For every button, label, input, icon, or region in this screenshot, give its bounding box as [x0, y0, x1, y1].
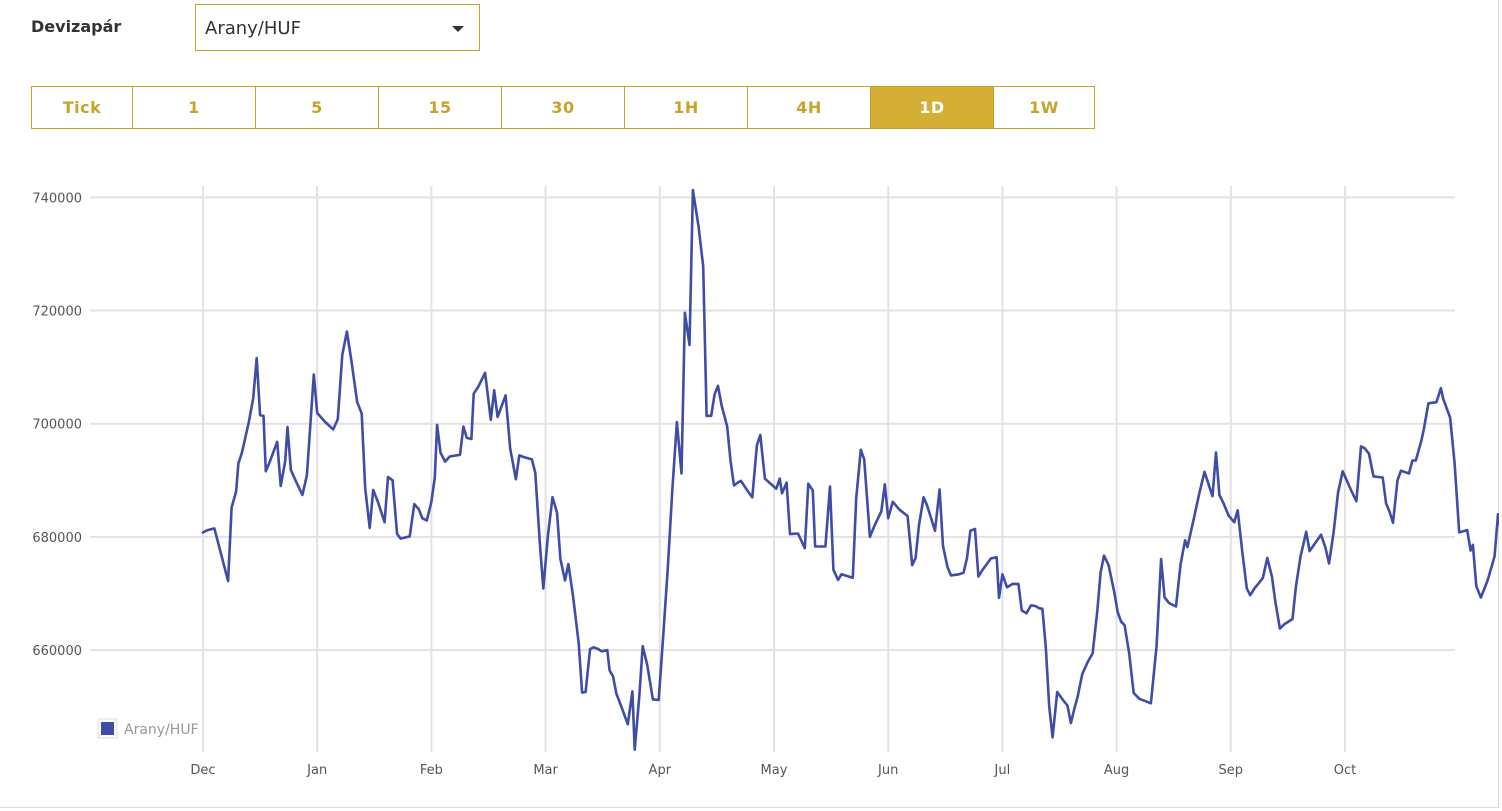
y-tick-label: 700000	[32, 418, 82, 433]
timeframe-tab-1h[interactable]: 1H	[624, 86, 748, 129]
timeframe-tab-5[interactable]: 5	[255, 86, 379, 129]
x-tick-label: Mar	[533, 763, 558, 778]
currency-pair-label: Devizapár	[31, 17, 122, 36]
legend-swatch	[101, 722, 114, 735]
x-tick-label: Aug	[1104, 763, 1129, 778]
timeframe-tab-tick[interactable]: Tick	[31, 86, 133, 129]
x-tick-label: Jul	[994, 763, 1011, 778]
timeframe-tab-4h[interactable]: 4H	[747, 86, 871, 129]
x-tick-label: Jan	[306, 763, 327, 778]
legend-label: Arany/HUF	[124, 722, 199, 738]
timeframe-tab-1[interactable]: 1	[132, 86, 256, 129]
currency-pair-select[interactable]: Arany/HUF	[195, 4, 480, 51]
x-tick-label: Feb	[420, 763, 443, 778]
x-tick-label: Jun	[877, 763, 898, 778]
x-tick-label: Sep	[1219, 763, 1244, 778]
y-tick-label: 660000	[32, 644, 82, 659]
x-tick-label: Dec	[190, 763, 215, 778]
x-tick-label: May	[761, 763, 788, 778]
price-chart: Dec Jan Feb Mar Apr May Jun Jul Aug Sep Oct 740000 7…	[32, 186, 1499, 778]
x-tick-label: Oct	[1334, 763, 1356, 778]
timeframe-tab-30[interactable]: 30	[501, 86, 625, 129]
timeframe-tabs: Tick 1 5 15 30 1H 4H 1D 1W	[31, 86, 1095, 129]
y-tick-label: 720000	[32, 305, 82, 320]
caret-down-icon	[452, 26, 464, 32]
timeframe-tab-15[interactable]: 15	[378, 86, 502, 129]
currency-pair-value: Arany/HUF	[205, 18, 301, 39]
timeframe-tab-1d[interactable]: 1D	[870, 86, 994, 129]
y-tick-label: 740000	[32, 191, 82, 206]
series-line-0	[201, 188, 1499, 752]
x-tick-label: Apr	[649, 763, 672, 778]
timeframe-tab-1w[interactable]: 1W	[993, 86, 1095, 129]
y-tick-label: 680000	[32, 531, 82, 546]
